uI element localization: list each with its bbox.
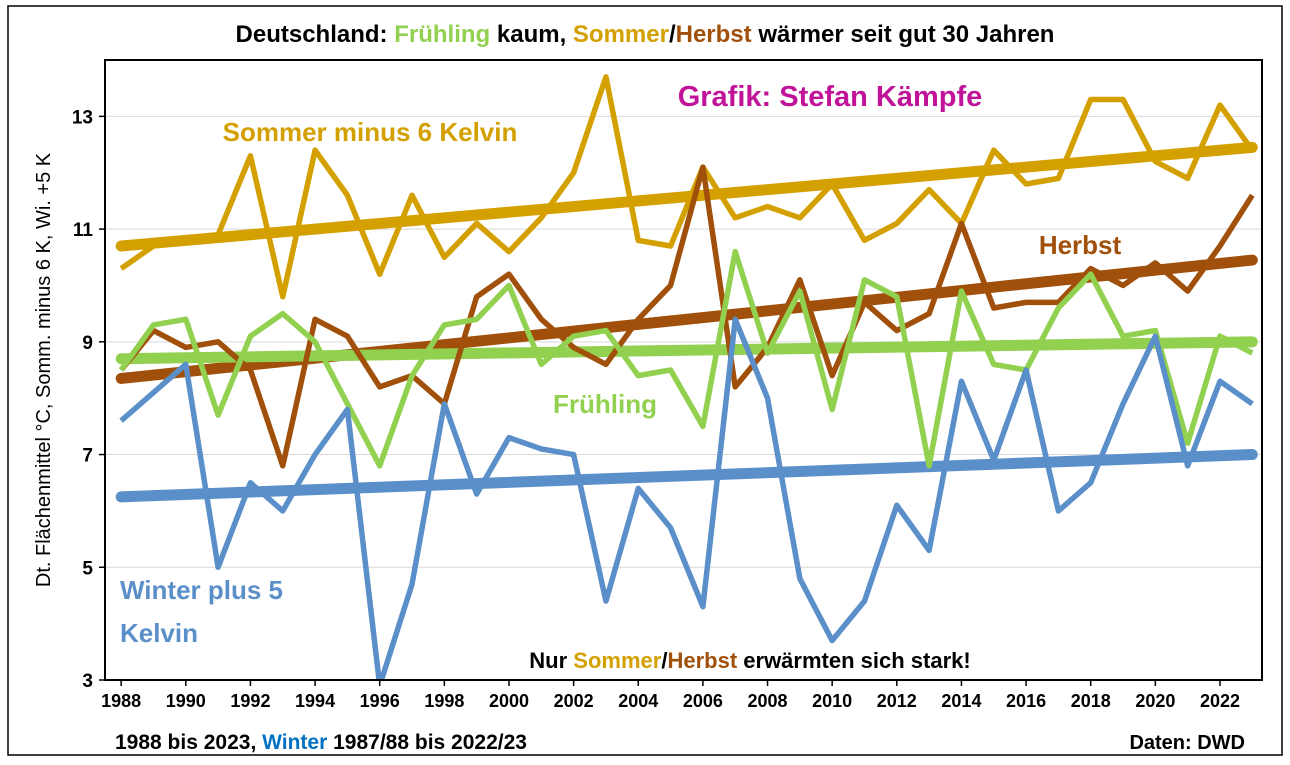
note-part: Herbst	[667, 648, 737, 673]
footer-right: Daten: DWD	[1129, 732, 1245, 754]
plot-lines	[115, 74, 1258, 680]
outer-border	[7, 5, 1283, 756]
footer-left: 1988 bis 2023, Winter 1987/88 bis 2022/2…	[115, 731, 527, 754]
chart-title-part: Deutschland:	[236, 21, 395, 48]
y-tick-label: 3	[82, 671, 93, 692]
x-tick-label: 2010	[812, 691, 852, 711]
series-label: Frühling	[553, 389, 657, 419]
chart-title-part: Herbst	[676, 21, 752, 48]
y-tick-label: 13	[72, 107, 93, 128]
note-part: Sommer	[573, 648, 661, 673]
series-label: Kelvin	[120, 618, 198, 648]
series-label: Winter plus 5	[120, 575, 283, 605]
chart-title-part: Frühling	[394, 21, 490, 48]
plot-frame	[104, 59, 1263, 681]
y-tick-label: 5	[82, 558, 93, 579]
y-axis-label: Dt. Flächenmittel °C, Somm. minus 6 K, W…	[33, 152, 55, 587]
x-tick-label: 2000	[489, 691, 529, 711]
x-tick-label: 2006	[683, 691, 723, 711]
x-tick-label: 2020	[1135, 691, 1175, 711]
series-label: Herbst	[1039, 230, 1122, 260]
chart-title-part: wärmer seit gut 30 Jahren	[752, 21, 1055, 48]
x-tick-label: 1990	[166, 691, 206, 711]
y-tick-label: 11	[73, 220, 94, 241]
chart-title: Deutschland: Frühling kaum, Sommer/Herbs…	[236, 21, 1055, 48]
footer-left-part: 1988 bis 2023,	[115, 731, 262, 754]
x-tick-label: 1996	[360, 691, 400, 711]
trend-line	[115, 449, 1258, 503]
chart-title-part: kaum,	[490, 21, 573, 48]
series-line	[118, 248, 1254, 469]
x-tick-label: 2012	[877, 691, 917, 711]
series-line	[119, 74, 1255, 300]
credit: Grafik: Stefan Kämpfe	[678, 81, 983, 113]
series-line	[119, 164, 1255, 469]
x-tick-label: 2014	[941, 691, 981, 711]
series-label: Sommer minus 6 Kelvin	[223, 117, 518, 147]
note: Nur Sommer/Herbst erwärmten sich stark!	[529, 648, 970, 673]
note-part: Nur	[529, 648, 573, 673]
x-tick-label: 1988	[101, 691, 141, 711]
x-tick-label: 1994	[295, 691, 335, 711]
note-part: erwärmten sich stark!	[737, 648, 971, 673]
note-part: /	[661, 648, 667, 673]
x-tick-label: 2016	[1006, 691, 1046, 711]
x-tick-label: 2008	[748, 691, 788, 711]
x-tick-label: 1998	[424, 691, 464, 711]
chart-title-part: /	[669, 21, 676, 48]
x-tick-label: 2018	[1071, 691, 1111, 711]
series-line	[119, 316, 1254, 680]
x-tick-label: 2022	[1200, 691, 1240, 711]
y-tick-label: 7	[82, 446, 93, 467]
x-tick-label: 1992	[230, 691, 270, 711]
footer-left-part: Winter	[262, 731, 327, 754]
x-tick-label: 2002	[554, 691, 594, 711]
footer-left-part: 1987/88 bis 2022/23	[327, 731, 527, 754]
chart-title-part: Sommer	[573, 21, 669, 48]
x-tick-label: 2004	[618, 691, 658, 711]
y-tick-label: 9	[82, 333, 93, 354]
